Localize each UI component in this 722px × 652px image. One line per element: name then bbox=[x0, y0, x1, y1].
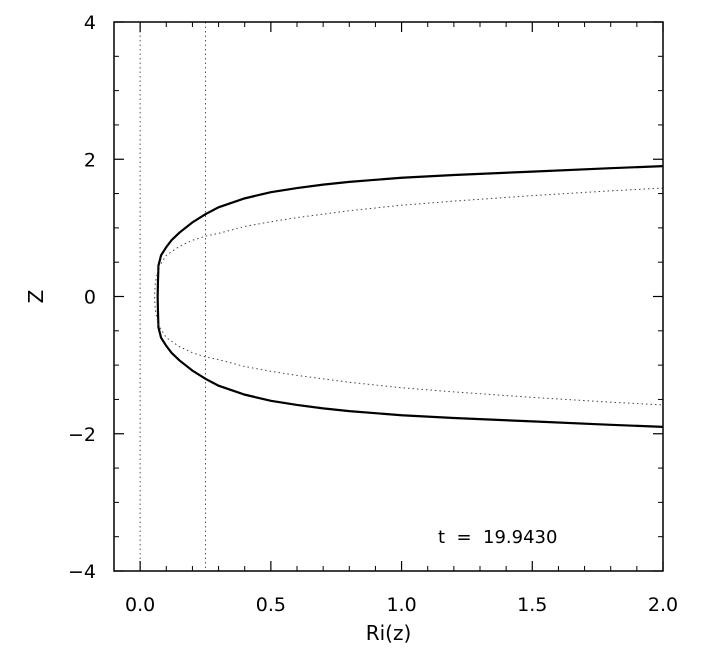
x-tick-label: 0.0 bbox=[125, 594, 155, 616]
plot-frame bbox=[113, 21, 664, 572]
y-axis-label: Z bbox=[24, 290, 48, 304]
y-tick-label: 2 bbox=[84, 149, 96, 171]
y-tick-label: −4 bbox=[68, 561, 96, 583]
time-annotation: t = 19.9430 bbox=[438, 527, 557, 548]
x-tick-label: 1.5 bbox=[517, 594, 547, 616]
tick-labels: 0.0 0.5 1.0 1.5 2.0 −4 −2 0 2 4 bbox=[68, 12, 678, 616]
x-tick-label: 0.5 bbox=[256, 594, 286, 616]
reference-lines bbox=[139, 22, 206, 571]
y-tick-label: 4 bbox=[84, 12, 96, 34]
y-tick-label: −2 bbox=[68, 424, 96, 446]
x-tick-label: 2.0 bbox=[648, 594, 678, 616]
ticks bbox=[113, 21, 664, 572]
y-tick-label: 0 bbox=[84, 287, 96, 309]
x-axis-label: Ri(z) bbox=[366, 621, 412, 645]
series-line-dotted-1 bbox=[154, 187, 664, 406]
x-tick-label: 1.0 bbox=[386, 594, 416, 616]
series-line-solid-0 bbox=[156, 165, 664, 428]
series-layer bbox=[154, 165, 664, 428]
